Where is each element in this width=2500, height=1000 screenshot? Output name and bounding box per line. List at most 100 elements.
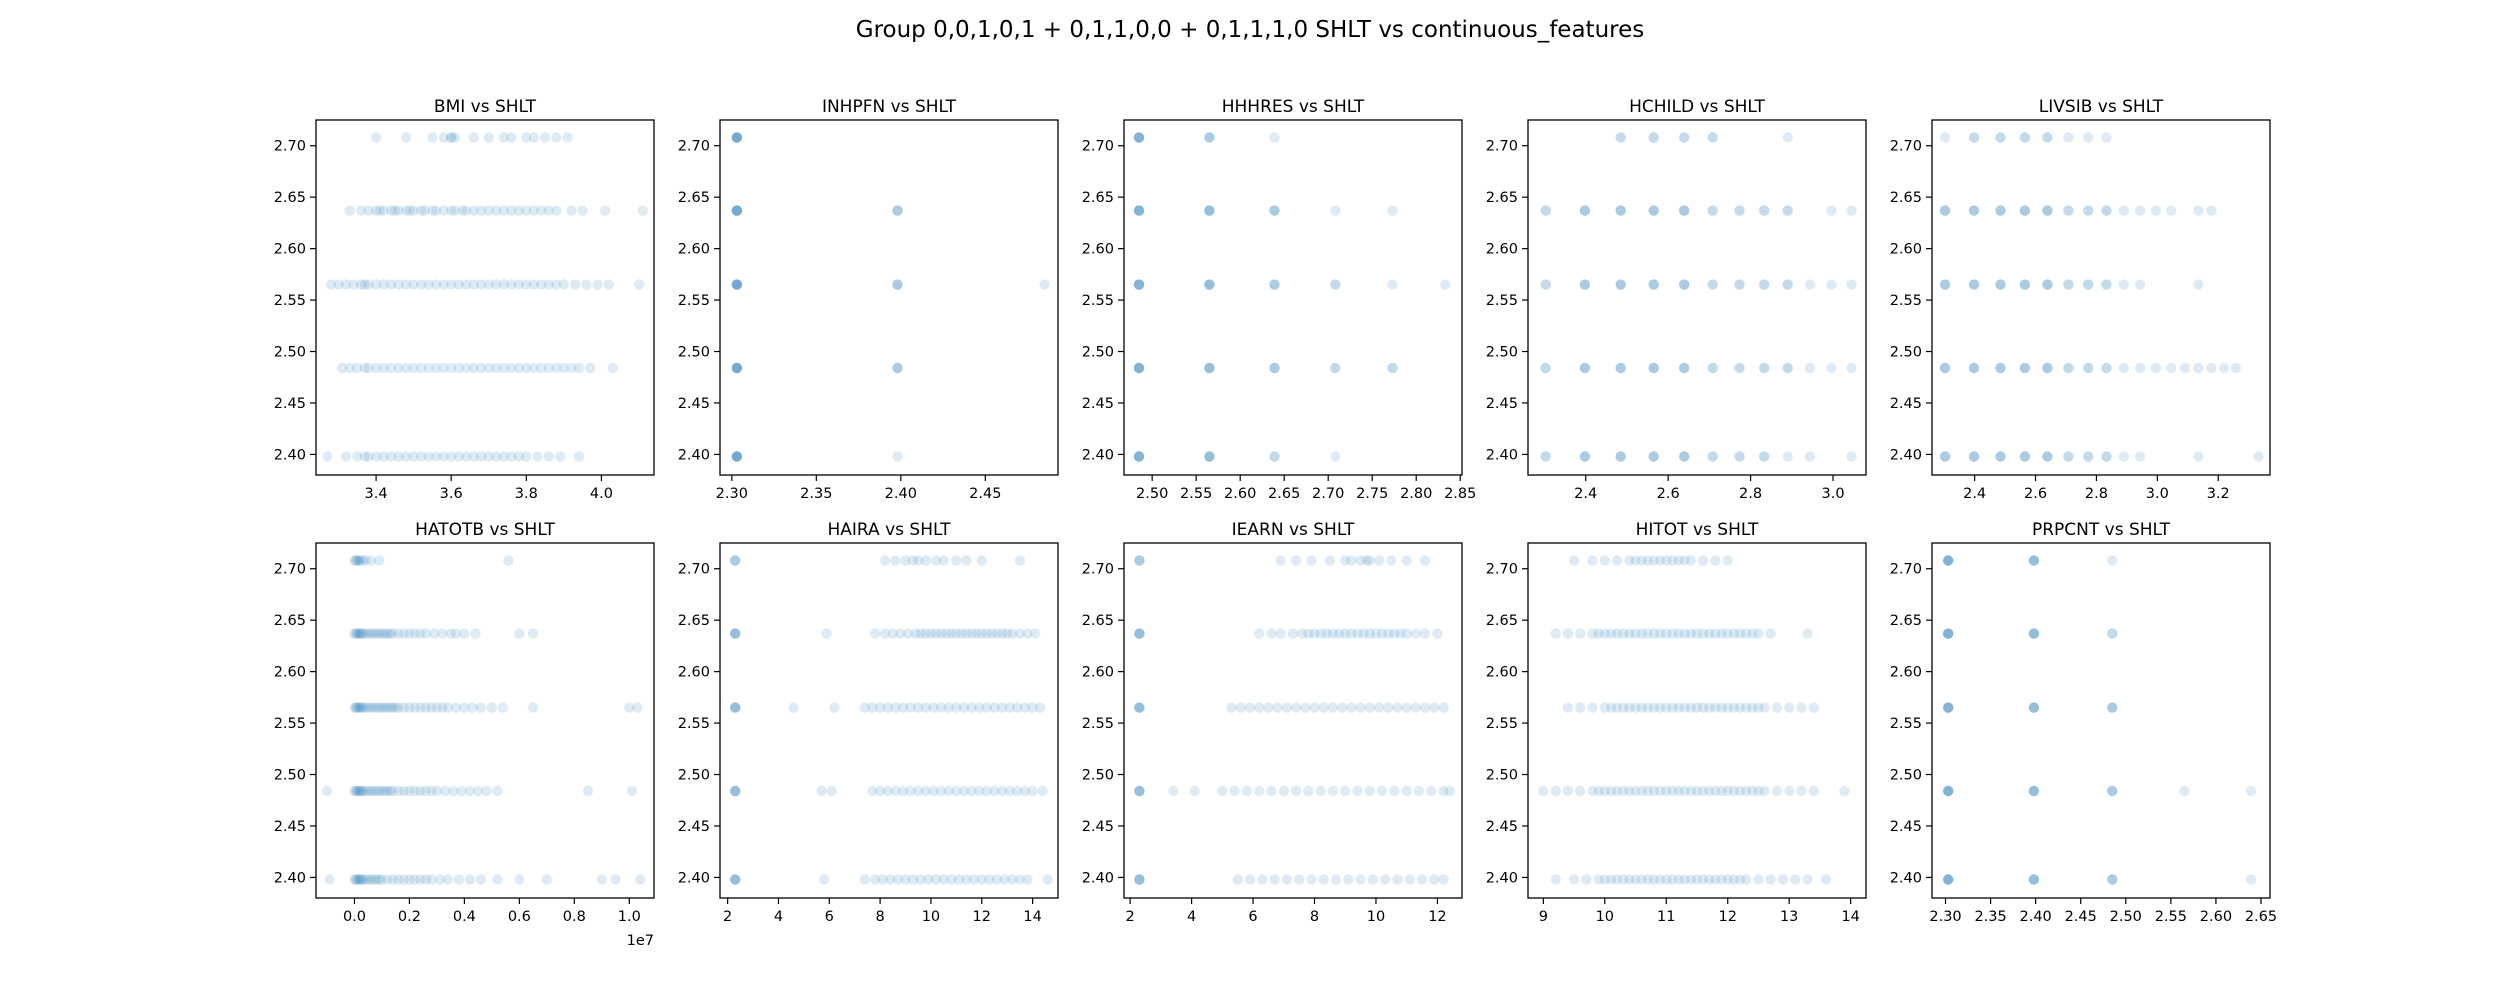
data-point	[1429, 702, 1440, 713]
data-point	[974, 785, 985, 797]
data-point	[472, 785, 484, 797]
data-point	[951, 628, 962, 639]
data-point	[1386, 555, 1397, 566]
data-point	[731, 132, 743, 143]
data-point	[1710, 702, 1721, 713]
data-point	[393, 362, 404, 374]
data-point	[371, 628, 382, 639]
data-point	[730, 874, 741, 885]
data-point	[370, 205, 382, 216]
data-point	[2042, 205, 2053, 216]
data-point	[1943, 628, 1954, 639]
data-point	[1540, 451, 1551, 462]
data-point	[1380, 874, 1391, 885]
data-point	[453, 874, 465, 885]
data-point	[1716, 628, 1727, 639]
data-point	[1685, 555, 1697, 566]
data-point	[1734, 874, 1746, 885]
data-point	[635, 874, 646, 885]
data-point	[1226, 702, 1237, 713]
data-point	[1373, 702, 1385, 713]
data-point	[1134, 785, 1145, 797]
data-point	[1133, 132, 1145, 143]
data-point	[1943, 555, 1954, 566]
data-point	[935, 628, 947, 639]
data-point	[1759, 451, 1770, 462]
data-point	[1426, 785, 1437, 797]
data-point	[368, 874, 379, 885]
data-point	[1943, 702, 1954, 713]
data-point	[1648, 451, 1659, 462]
data-point	[1027, 702, 1038, 713]
data-point	[393, 702, 404, 713]
data-point	[1133, 132, 1145, 143]
data-point	[1968, 279, 1980, 290]
data-point	[1383, 702, 1394, 713]
data-point	[1771, 702, 1783, 713]
data-point	[453, 451, 464, 462]
data-point	[1734, 451, 1745, 462]
data-point	[730, 785, 741, 797]
data-point	[551, 132, 562, 143]
data-point	[869, 628, 881, 639]
data-point	[1133, 279, 1145, 290]
data-point	[349, 555, 360, 566]
data-point	[398, 702, 410, 713]
data-point	[1747, 628, 1758, 639]
data-point	[632, 702, 643, 713]
data-point	[582, 785, 594, 797]
data-point	[349, 874, 360, 885]
data-point	[1943, 874, 1954, 885]
data-point	[461, 279, 472, 290]
data-point	[731, 279, 743, 290]
data-point	[1943, 555, 1954, 566]
data-point	[359, 451, 370, 462]
data-point	[398, 785, 410, 797]
data-point	[1540, 279, 1551, 290]
data-point	[1943, 702, 1954, 713]
data-point	[374, 555, 385, 566]
x-tick-label: 4	[774, 909, 783, 925]
data-point	[1615, 205, 1626, 216]
data-point	[2101, 451, 2112, 462]
data-point	[521, 132, 532, 143]
data-point	[1615, 362, 1626, 374]
y-tick-label: 2.65	[1486, 613, 1518, 629]
data-point	[1133, 205, 1145, 216]
data-point	[925, 628, 937, 639]
data-point	[1648, 279, 1659, 290]
data-point	[1707, 279, 1718, 290]
x-tick-label: 9	[1539, 909, 1548, 925]
data-point	[730, 874, 741, 885]
data-point	[1636, 555, 1647, 566]
y-tick-label: 2.50	[1890, 768, 1922, 784]
data-point	[1432, 628, 1443, 639]
data-point	[2107, 785, 2118, 797]
data-point	[437, 628, 448, 639]
data-point	[1324, 555, 1336, 566]
x-tick-label: 1.0	[618, 909, 641, 925]
data-point	[2028, 555, 2040, 566]
y-tick-label: 2.45	[1082, 819, 1114, 835]
data-point	[731, 205, 743, 216]
data-point	[2193, 205, 2204, 216]
data-point	[1429, 874, 1440, 885]
data-point	[2118, 451, 2129, 462]
data-point	[1133, 362, 1145, 374]
data-point	[1278, 785, 1290, 797]
data-point	[1134, 874, 1145, 885]
data-point	[349, 628, 360, 639]
data-point	[1624, 555, 1635, 566]
data-point	[363, 451, 374, 462]
data-point	[1943, 874, 1954, 885]
data-point	[991, 874, 1003, 885]
data-point	[1642, 702, 1654, 713]
data-point	[2042, 451, 2053, 462]
data-point	[1133, 205, 1145, 216]
data-point	[1734, 279, 1745, 290]
data-point	[1134, 785, 1145, 797]
data-point	[1269, 451, 1280, 462]
data-point	[1642, 555, 1654, 566]
data-point	[1697, 702, 1709, 713]
data-point	[2150, 362, 2162, 374]
